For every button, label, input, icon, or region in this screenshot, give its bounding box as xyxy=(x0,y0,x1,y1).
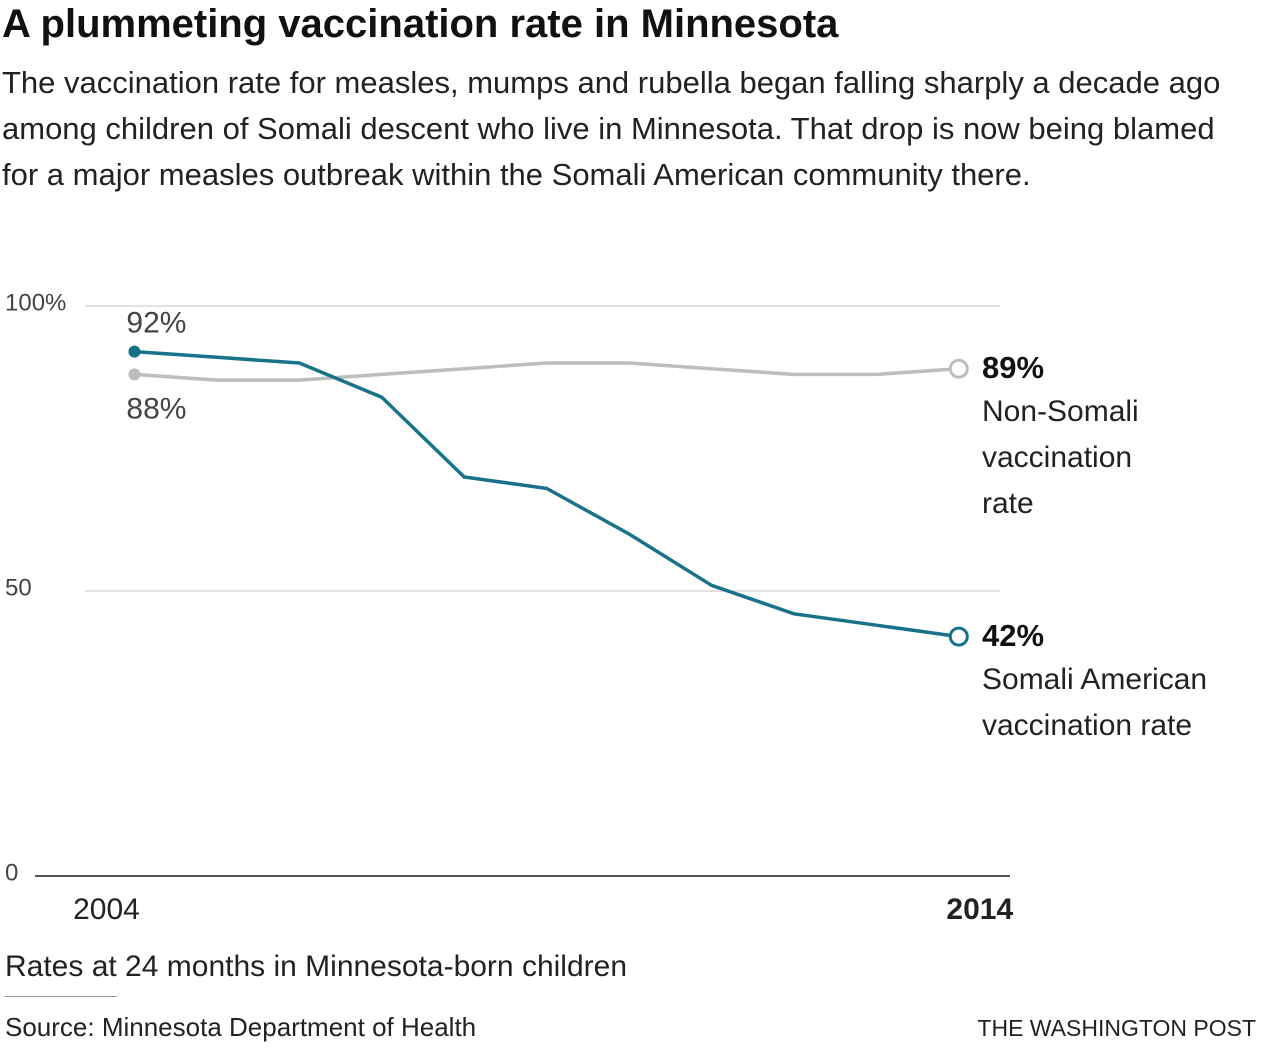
end-value-label: 89% xyxy=(982,350,1044,385)
y-tick-label: 0 xyxy=(5,859,18,886)
chart-subtitle: The vaccination rate for measles, mumps … xyxy=(2,65,1221,192)
y-tick-label: 100% xyxy=(5,289,66,316)
source: Source: Minnesota Department of Health xyxy=(5,1012,477,1042)
series-line xyxy=(134,361,959,382)
x-tick-label: 2004 xyxy=(73,893,140,926)
start-marker xyxy=(128,368,141,381)
x-tick-label: 2014 xyxy=(946,893,1013,926)
start-value-label: 88% xyxy=(126,392,186,425)
start-value-label: 92% xyxy=(126,307,186,340)
separator xyxy=(5,996,117,997)
y-tick-label: 50 xyxy=(5,574,32,601)
start-marker xyxy=(128,345,141,358)
series-line xyxy=(134,349,960,639)
chart-title: A plummeting vaccination rate in Minneso… xyxy=(2,2,839,46)
end-marker xyxy=(948,626,969,647)
legend-label: Somali American vaccination rate xyxy=(982,662,1208,742)
legend-label: Non-Somali vaccination rate xyxy=(982,394,1139,520)
credit: THE WASHINGTON POST xyxy=(977,1015,1256,1041)
end-value-label: 42% xyxy=(982,618,1044,653)
end-marker xyxy=(948,358,969,379)
chart-note: Rates at 24 months in Minnesota-born chi… xyxy=(5,950,628,983)
